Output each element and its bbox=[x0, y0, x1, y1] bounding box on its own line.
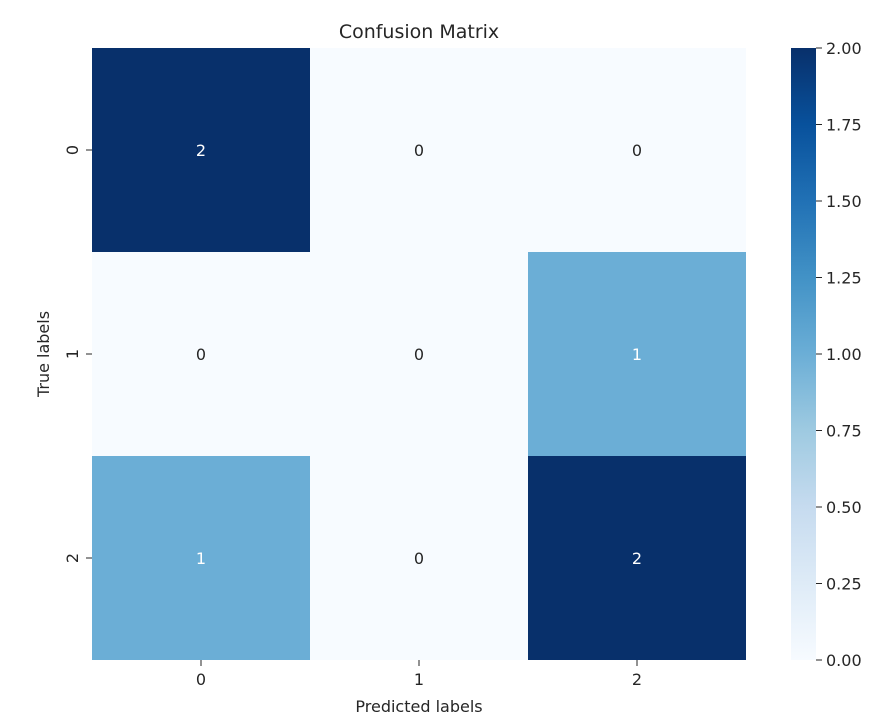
cell-value-label: 0 bbox=[414, 345, 424, 364]
cell-value-label: 0 bbox=[414, 549, 424, 568]
cell-value-label: 0 bbox=[632, 141, 642, 160]
heatmap-cell-r2-c1 bbox=[310, 456, 528, 660]
colorbar-ticks: 0.00 0.25 0.50 0.75 1.00 1.25 1.50 1.75 2.00 bbox=[816, 39, 862, 670]
x-axis-ticks: 0 1 2 bbox=[196, 660, 642, 689]
colorbar-tick-label: 1.75 bbox=[826, 116, 862, 135]
y-tick-label: 2 bbox=[63, 553, 82, 563]
heatmap-cell-r2-c2 bbox=[528, 456, 746, 660]
colorbar-tick-label: 0.00 bbox=[826, 651, 862, 670]
heatmap-cell-r0-c0 bbox=[92, 48, 310, 252]
heatmap-cell-r2-c0 bbox=[92, 456, 310, 660]
colorbar-tick-label: 2.00 bbox=[826, 39, 862, 58]
heatmap-annotations: 2 0 0 0 0 1 1 0 2 bbox=[196, 141, 642, 568]
heatmap-cell-r0-c1 bbox=[310, 48, 528, 252]
cell-value-label: 1 bbox=[632, 345, 642, 364]
x-axis-label: Predicted labels bbox=[355, 697, 482, 716]
colorbar-tick-label: 1.00 bbox=[826, 345, 862, 364]
y-tick-label: 0 bbox=[63, 145, 82, 155]
heatmap-cell-r1-c0 bbox=[92, 252, 310, 456]
y-axis-label: True labels bbox=[34, 311, 53, 398]
x-tick-label: 2 bbox=[632, 670, 642, 689]
chart-title: Confusion Matrix bbox=[339, 21, 499, 43]
cell-value-label: 0 bbox=[414, 141, 424, 160]
colorbar-tick-label: 1.25 bbox=[826, 269, 862, 288]
x-tick-label: 1 bbox=[414, 670, 424, 689]
cell-value-label: 0 bbox=[196, 345, 206, 364]
x-tick-label: 0 bbox=[196, 670, 206, 689]
colorbar-tick-label: 0.75 bbox=[826, 422, 862, 441]
heatmap-cell-r1-c2 bbox=[528, 252, 746, 456]
heatmap-cell-r1-c1 bbox=[310, 252, 528, 456]
y-axis-ticks: 0 1 2 bbox=[63, 145, 92, 563]
cell-value-label: 2 bbox=[196, 141, 206, 160]
heatmap-cells bbox=[92, 48, 746, 660]
colorbar-tick-label: 0.50 bbox=[826, 498, 862, 517]
cell-value-label: 2 bbox=[632, 549, 642, 568]
heatmap-cell-r0-c2 bbox=[528, 48, 746, 252]
colorbar bbox=[791, 48, 816, 660]
cell-value-label: 1 bbox=[196, 549, 206, 568]
colorbar-tick-label: 0.25 bbox=[826, 575, 862, 594]
colorbar-tick-label: 1.50 bbox=[826, 192, 862, 211]
y-tick-label: 1 bbox=[63, 349, 82, 359]
